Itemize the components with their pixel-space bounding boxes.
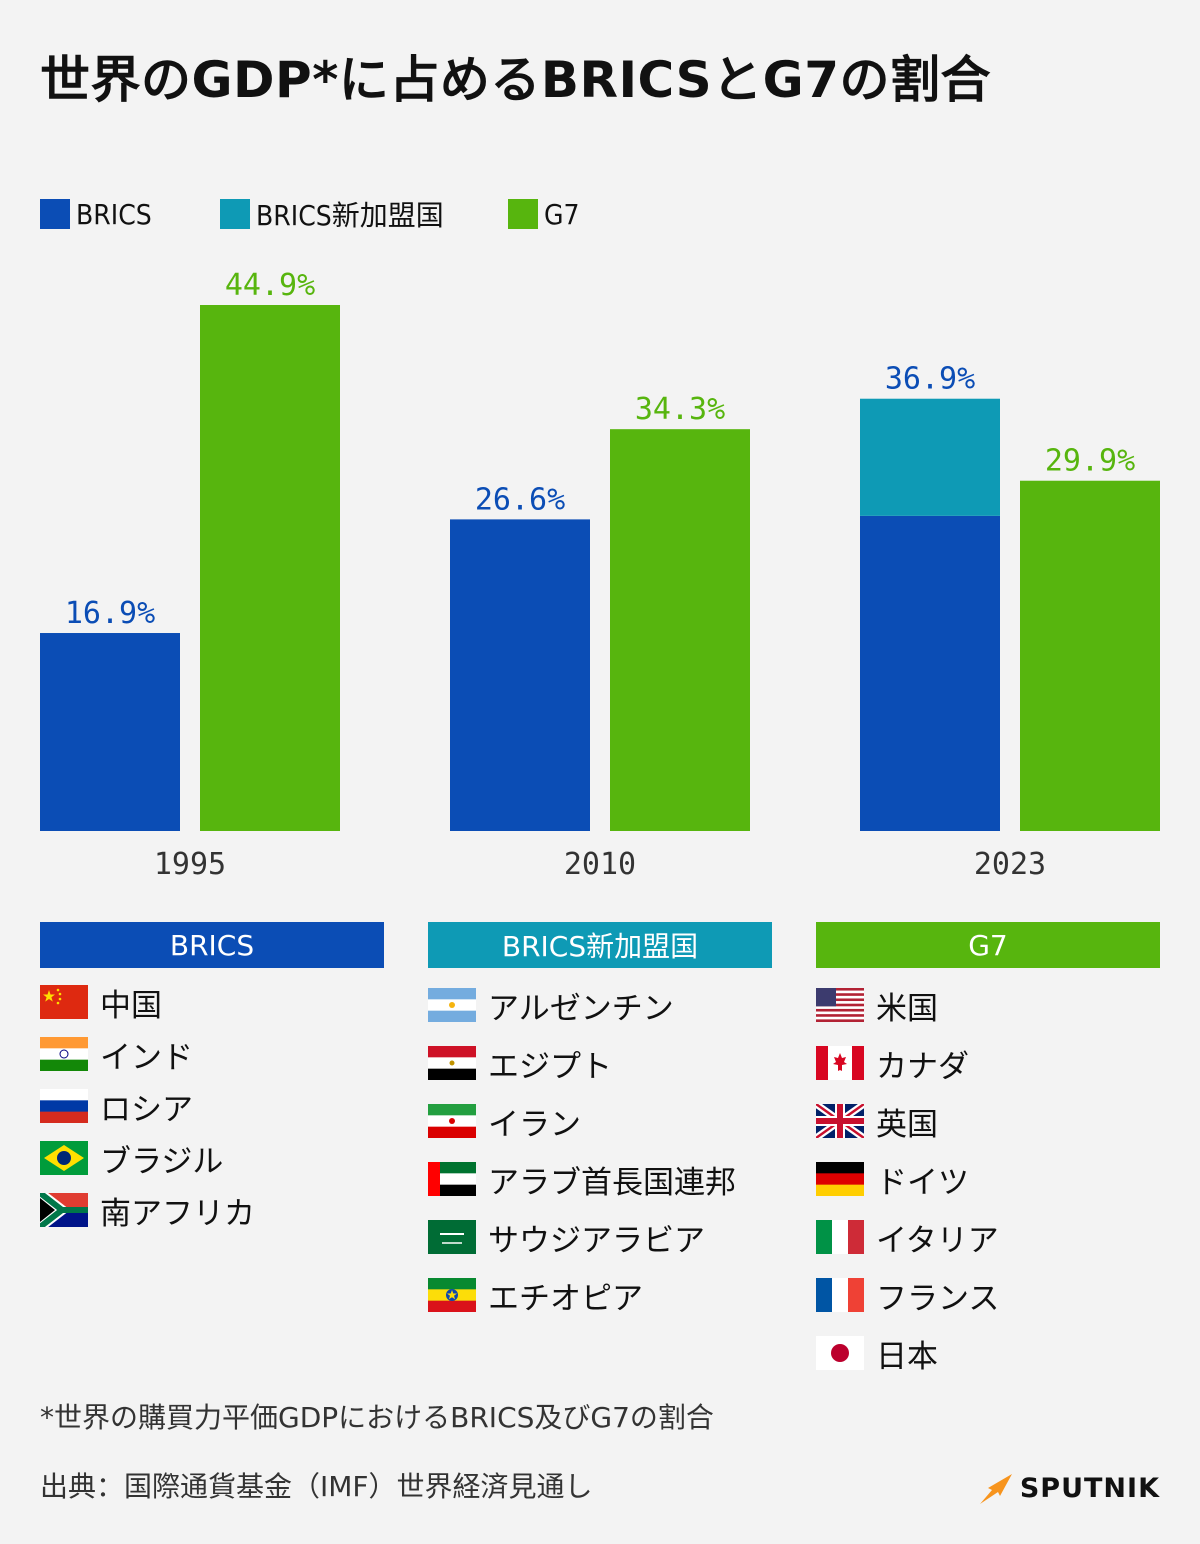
brand-name: SPUTNIK <box>1019 1472 1160 1504</box>
country-item: イラン <box>428 1092 772 1150</box>
country-item: アルゼンチン <box>428 976 772 1034</box>
iran-flag-icon <box>428 1104 476 1138</box>
group-new-members: BRICS新加盟国 アルゼンチン エジプトイランアラブ首長国連邦 サウジアラビア エチ… <box>428 922 772 1324</box>
legend-swatch-new-members <box>220 199 250 229</box>
bar-new-members-2023 <box>860 398 1000 516</box>
legend-label-g7: G7 <box>544 197 580 231</box>
country-name: 米国 <box>876 990 938 1027</box>
country-name: 英国 <box>876 1106 938 1143</box>
usa-flag-icon <box>816 988 864 1022</box>
legend-label-brics: BRICS <box>76 197 152 231</box>
country-name: エジプト <box>488 1048 612 1085</box>
country-item: 米国 <box>816 976 1160 1034</box>
country-name: フランス <box>876 1280 1000 1317</box>
country-list-g7: 米国カナダ英国ドイツイタリアフランス日本 <box>816 976 1160 1382</box>
group-header-brics: BRICS <box>40 922 384 968</box>
brand-logo: SPUTNIK <box>978 1470 1160 1506</box>
bar-brics-2023 <box>860 515 1000 831</box>
sputnik-logo-icon <box>979 1474 1012 1504</box>
footnote: *世界の購買力平価GDPにおけるBRICS及びG7の割合 <box>40 1401 714 1434</box>
data-label-brics-1995: 16.9% <box>65 596 155 631</box>
legend-swatch-brics <box>40 199 70 229</box>
country-name: ドイツ <box>876 1164 969 1201</box>
country-item: フランス <box>816 1266 1160 1324</box>
brazil-flag-icon <box>40 1141 88 1175</box>
country-name: インド <box>100 1039 193 1076</box>
country-list-new-members: アルゼンチン エジプトイランアラブ首長国連邦 サウジアラビア エチオピア <box>428 976 772 1324</box>
group-g7: G7 米国カナダ英国ドイツイタリアフランス日本 <box>816 922 1160 1382</box>
uk-flag-icon <box>816 1104 864 1138</box>
country-name: カナダ <box>876 1048 969 1085</box>
india-flag-icon <box>40 1037 88 1071</box>
data-label-brics-2010: 26.6% <box>475 482 565 517</box>
france-flag-icon <box>816 1278 864 1312</box>
bar-chart: 16.9% 44.9% 1995 26.6% 34.3% 2010 36.9% 29.9% 20… <box>40 268 1160 882</box>
legend-label-new-members: BRICS新加盟国 <box>256 199 444 232</box>
bar-brics-2010 <box>450 519 590 831</box>
uae-flag-icon <box>428 1162 476 1196</box>
ethiopia-flag-icon <box>428 1278 476 1312</box>
country-name: サウジアラビア <box>488 1222 705 1259</box>
legend-item-brics: BRICS <box>40 198 220 231</box>
country-item: カナダ <box>816 1034 1160 1092</box>
source-note: 出典：国際通貨基金（IMF）世界経済見通し <box>40 1470 593 1503</box>
bar-g7-2010 <box>610 429 750 831</box>
chart-legend: BRICS BRICS新加盟国 G7 <box>40 196 580 232</box>
country-name: ブラジル <box>100 1143 224 1180</box>
country-item: 英国 <box>816 1092 1160 1150</box>
data-label-g7-1995: 44.9% <box>225 268 315 303</box>
italy-flag-icon <box>816 1220 864 1254</box>
country-item: 南アフリカ <box>40 1184 384 1236</box>
data-label-g7-2023: 29.9% <box>1045 444 1135 479</box>
group-header-new-members: BRICS新加盟国 <box>428 922 772 968</box>
country-item: インド <box>40 1028 384 1080</box>
country-item: サウジアラビア <box>428 1208 772 1266</box>
x-tick-label-2023: 2023 <box>974 847 1046 882</box>
country-item: イタリア <box>816 1208 1160 1266</box>
group-header-g7: G7 <box>816 922 1160 968</box>
country-item: 中国 <box>40 976 384 1028</box>
canada-flag-icon <box>816 1046 864 1080</box>
country-name: 中国 <box>100 987 162 1024</box>
country-name: 南アフリカ <box>100 1195 255 1232</box>
china-flag-icon <box>40 985 88 1019</box>
saudi-arabia-flag-icon <box>428 1220 476 1254</box>
x-tick-label-1995: 1995 <box>154 847 226 882</box>
country-name: イタリア <box>876 1222 999 1259</box>
legend-swatch-g7 <box>508 199 538 229</box>
country-list-brics: 中国インドロシアブラジル南アフリカ <box>40 976 384 1236</box>
country-name: イラン <box>488 1106 581 1143</box>
legend-item-g7: G7 <box>508 198 580 231</box>
country-item: ロシア <box>40 1080 384 1132</box>
country-name: 日本 <box>876 1338 938 1375</box>
country-item: エジプト <box>428 1034 772 1092</box>
data-label-g7-2010: 34.3% <box>635 392 725 427</box>
country-name: アラブ首長国連邦 <box>488 1164 736 1201</box>
country-name: ロシア <box>100 1091 193 1128</box>
chart-title: 世界のGDP*に占めるBRICSとG7の割合 <box>40 51 992 109</box>
x-tick-label-2010: 2010 <box>564 847 636 882</box>
legend-item-new-members: BRICS新加盟国 <box>220 194 508 234</box>
country-item: ドイツ <box>816 1150 1160 1208</box>
bar-g7-1995 <box>200 305 340 831</box>
argentina-flag-icon <box>428 988 476 1022</box>
bar-g7-2023 <box>1020 480 1160 831</box>
country-name: エチオピア <box>488 1280 643 1317</box>
country-item: エチオピア <box>428 1266 772 1324</box>
country-item: 日本 <box>816 1324 1160 1382</box>
germany-flag-icon <box>816 1162 864 1196</box>
country-item: ブラジル <box>40 1132 384 1184</box>
data-label-brics-2023: 36.9% <box>885 362 975 397</box>
egypt-flag-icon <box>428 1046 476 1080</box>
country-item: アラブ首長国連邦 <box>428 1150 772 1208</box>
bar-brics-1995 <box>40 633 180 831</box>
japan-flag-icon <box>816 1336 864 1370</box>
russia-flag-icon <box>40 1089 88 1123</box>
group-brics: BRICS 中国インドロシアブラジル南アフリカ <box>40 922 384 1236</box>
country-name: アルゼンチン <box>488 990 674 1027</box>
south-africa-flag-icon <box>40 1193 88 1227</box>
